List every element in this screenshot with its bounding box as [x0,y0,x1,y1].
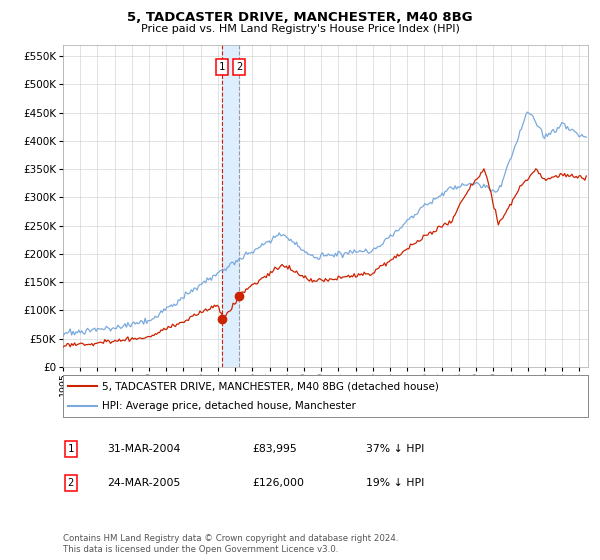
Text: HPI: Average price, detached house, Manchester: HPI: Average price, detached house, Manc… [103,401,356,410]
Text: Price paid vs. HM Land Registry's House Price Index (HPI): Price paid vs. HM Land Registry's House … [140,24,460,34]
Text: Contains HM Land Registry data © Crown copyright and database right 2024.
This d: Contains HM Land Registry data © Crown c… [63,534,398,554]
Text: 1: 1 [68,444,74,454]
Text: £83,995: £83,995 [252,444,297,454]
Text: £126,000: £126,000 [252,478,304,488]
Text: 19% ↓ HPI: 19% ↓ HPI [366,478,424,488]
Text: 37% ↓ HPI: 37% ↓ HPI [366,444,424,454]
Text: 5, TADCASTER DRIVE, MANCHESTER, M40 8BG: 5, TADCASTER DRIVE, MANCHESTER, M40 8BG [127,11,473,24]
Text: 2: 2 [68,478,74,488]
Text: 5, TADCASTER DRIVE, MANCHESTER, M40 8BG (detached house): 5, TADCASTER DRIVE, MANCHESTER, M40 8BG … [103,381,439,391]
Text: 24-MAR-2005: 24-MAR-2005 [107,478,180,488]
Bar [222,45,239,367]
Text: 31-MAR-2004: 31-MAR-2004 [107,444,180,454]
Text: 1: 1 [219,62,226,72]
Text: 2: 2 [236,62,242,72]
